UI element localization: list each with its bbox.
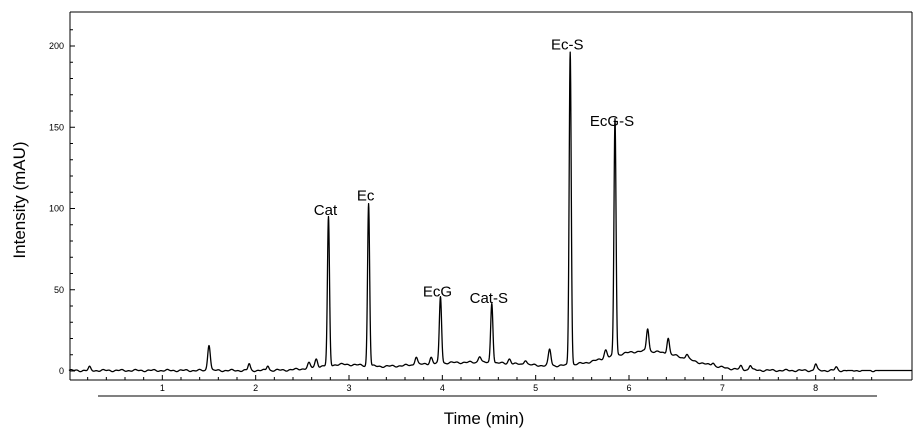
x-tick-label: 1 (160, 383, 165, 393)
y-tick-label: 150 (49, 122, 64, 132)
plot-frame (69, 11, 913, 397)
x-tick-label: 2 (253, 383, 258, 393)
peak-label-ec-s: Ec-S (551, 36, 584, 53)
x-axis-title: Time (min) (444, 409, 525, 428)
peak-label-cat-s: Cat-S (470, 290, 508, 307)
x-tick-label: 6 (626, 383, 631, 393)
x-tick-label: 7 (720, 383, 725, 393)
y-axis-title: Intensity (mAU) (10, 141, 29, 258)
x-tick-label: 8 (813, 383, 818, 393)
peak-labels: Cat Ec EcG Cat-S Ec-S EcG-S (314, 36, 634, 307)
y-tick-label: 200 (49, 41, 64, 51)
y-tick-label: 100 (49, 204, 64, 214)
peak-label-cat: Cat (314, 202, 338, 219)
axis-ticks: 0 50 100 150 200 1 2 3 4 5 6 7 8 (49, 29, 873, 393)
y-tick-label: 50 (54, 285, 64, 295)
peak-label-ecg: EcG (423, 283, 452, 300)
x-tick-label: 4 (440, 383, 445, 393)
peak-label-ec: Ec (357, 188, 375, 205)
chromatogram-trace (68, 51, 912, 373)
x-tick-label: 5 (533, 383, 538, 393)
y-tick-label: 0 (59, 366, 64, 376)
x-tick-label: 3 (346, 383, 351, 393)
peak-label-ecg-s: EcG-S (590, 113, 634, 130)
